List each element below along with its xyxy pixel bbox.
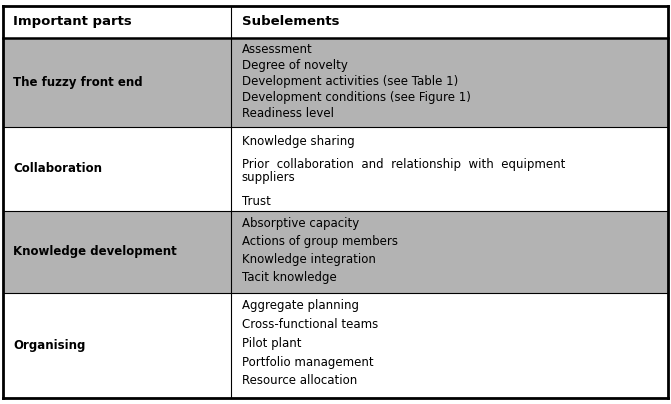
Text: Cross-functional teams: Cross-functional teams — [242, 318, 378, 331]
Text: Tacit knowledge: Tacit knowledge — [242, 271, 336, 284]
Text: Development conditions (see Figure 1): Development conditions (see Figure 1) — [242, 91, 470, 104]
Text: Prior  collaboration  and  relationship  with  equipment: Prior collaboration and relationship wit… — [242, 158, 565, 171]
Text: Knowledge sharing: Knowledge sharing — [242, 135, 354, 148]
Text: Assessment: Assessment — [242, 43, 312, 56]
Text: Important parts: Important parts — [13, 15, 132, 28]
Text: Aggregate planning: Aggregate planning — [242, 299, 358, 312]
Text: Pilot plant: Pilot plant — [242, 337, 301, 350]
Bar — [3, 211, 668, 293]
Text: Knowledge integration: Knowledge integration — [242, 253, 376, 266]
Text: Degree of novelty: Degree of novelty — [242, 59, 348, 72]
Text: Resource allocation: Resource allocation — [242, 375, 357, 387]
Text: Absorptive capacity: Absorptive capacity — [242, 217, 359, 230]
Bar — [3, 6, 668, 38]
Text: Organising: Organising — [13, 339, 86, 352]
Bar — [3, 293, 668, 398]
Text: Collaboration: Collaboration — [13, 162, 103, 175]
Text: The fuzzy front end: The fuzzy front end — [13, 76, 143, 89]
Text: Portfolio management: Portfolio management — [242, 356, 373, 369]
Text: Knowledge development: Knowledge development — [13, 245, 177, 259]
Bar — [3, 38, 668, 127]
Text: suppliers: suppliers — [242, 171, 295, 184]
Bar — [3, 127, 668, 211]
Text: Actions of group members: Actions of group members — [242, 235, 397, 248]
Text: Trust: Trust — [242, 195, 270, 208]
Text: Development activities (see Table 1): Development activities (see Table 1) — [242, 75, 458, 88]
Text: Readiness level: Readiness level — [242, 107, 333, 120]
Text: Subelements: Subelements — [242, 15, 339, 28]
